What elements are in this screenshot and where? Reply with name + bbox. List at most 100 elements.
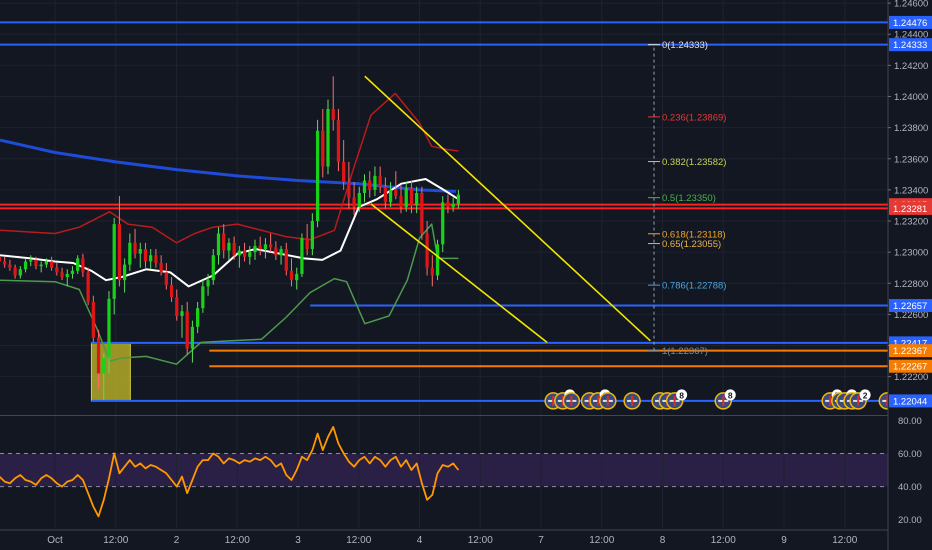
candle [190, 320, 195, 363]
candle [253, 239, 257, 260]
candle-body [451, 203, 455, 207]
price-label-tag [889, 344, 932, 358]
candle [34, 256, 38, 270]
time-tick-label: Oct [47, 535, 63, 546]
rsi-band-fill [0, 453, 888, 487]
candle-body [435, 244, 440, 276]
candle-body [253, 245, 257, 253]
event-flag [562, 392, 581, 410]
candle [409, 180, 414, 214]
candle [112, 217, 116, 315]
candle [18, 266, 22, 279]
candle [44, 258, 49, 268]
candle [227, 238, 231, 260]
candle [289, 258, 294, 287]
candle [102, 353, 106, 400]
time-tick-label: 3 [295, 535, 301, 546]
candle [60, 267, 64, 281]
candle-body [13, 267, 17, 276]
price-label-text: 1.22657 [893, 301, 927, 312]
candle [373, 166, 377, 197]
fib-level-label: 0.236(1.23869) [662, 112, 726, 123]
price-label-tag [889, 15, 932, 29]
candle-body [91, 301, 95, 338]
event-badge [724, 389, 736, 401]
price-label-tag [889, 299, 932, 313]
candle-body [404, 188, 408, 207]
rsi-tick-label: 20.00 [898, 515, 922, 526]
candle [8, 259, 12, 271]
candle [185, 301, 189, 355]
candle [352, 182, 356, 215]
candle-body [441, 202, 445, 245]
candle [362, 174, 367, 203]
trend-line [364, 75, 651, 342]
candle [336, 108, 341, 172]
candle-body [81, 258, 85, 273]
candle-body [190, 326, 195, 349]
time-tick-label: 4 [417, 535, 423, 546]
candle-body [175, 297, 179, 316]
candle-body [117, 224, 122, 281]
price-tick-label: 1.23800 [894, 123, 928, 134]
candle-body [232, 242, 236, 256]
time-tick-label: 7 [538, 535, 544, 546]
time-tick-label: 12:00 [589, 535, 614, 546]
candle-body [352, 197, 356, 207]
candle-body [180, 311, 184, 316]
candle-body [415, 192, 419, 206]
candle-body [300, 238, 304, 274]
time-tick-label: 12:00 [346, 535, 371, 546]
candle [216, 227, 221, 265]
candle-body [196, 308, 200, 327]
candle-body [362, 180, 367, 193]
candle-body [65, 273, 69, 278]
fib-level-label: 0.786(1.22788) [662, 281, 726, 292]
candle [39, 261, 43, 273]
candle [211, 249, 215, 285]
fib-level-label: 1(1.22367) [662, 346, 708, 357]
price-tick-label: 1.23200 [894, 217, 928, 228]
price-axis-panel [888, 0, 932, 550]
candle-body [49, 261, 54, 268]
fib-level-label: 0.5(1.23350) [662, 193, 716, 204]
candle [222, 224, 226, 259]
candle [86, 267, 90, 306]
candle [383, 177, 387, 209]
candle [55, 263, 59, 276]
candle-body [321, 130, 325, 167]
candle-body [216, 233, 221, 256]
candle-body [107, 298, 111, 358]
rsi-tick-label: 60.00 [898, 449, 922, 460]
candle-body [18, 269, 22, 276]
candle [117, 196, 122, 287]
candle-body [310, 221, 314, 250]
candle [305, 224, 309, 256]
candle-body [102, 357, 106, 374]
candle-body [237, 250, 241, 256]
time-tick-label: 12:00 [468, 535, 493, 546]
candle-body [258, 245, 262, 250]
candle [96, 329, 101, 390]
candle-body [388, 189, 393, 203]
candle-body [342, 161, 346, 183]
candle-body [420, 192, 424, 234]
candle-body [326, 108, 330, 167]
price-tick-label: 1.22800 [894, 279, 928, 290]
candle [310, 213, 314, 256]
candle [123, 258, 127, 293]
candle-body [263, 244, 268, 250]
candle-body [0, 256, 2, 262]
candle [154, 249, 158, 268]
candle [441, 196, 445, 253]
rsi-tick-label: 80.00 [898, 416, 922, 427]
candle-body [133, 242, 137, 254]
price-label-tag [889, 38, 932, 52]
candle [232, 236, 236, 260]
candle [175, 289, 179, 321]
candle [13, 264, 17, 279]
event-flag: 8 [714, 389, 736, 410]
time-tick-label: 12:00 [225, 535, 250, 546]
candle [415, 186, 419, 214]
